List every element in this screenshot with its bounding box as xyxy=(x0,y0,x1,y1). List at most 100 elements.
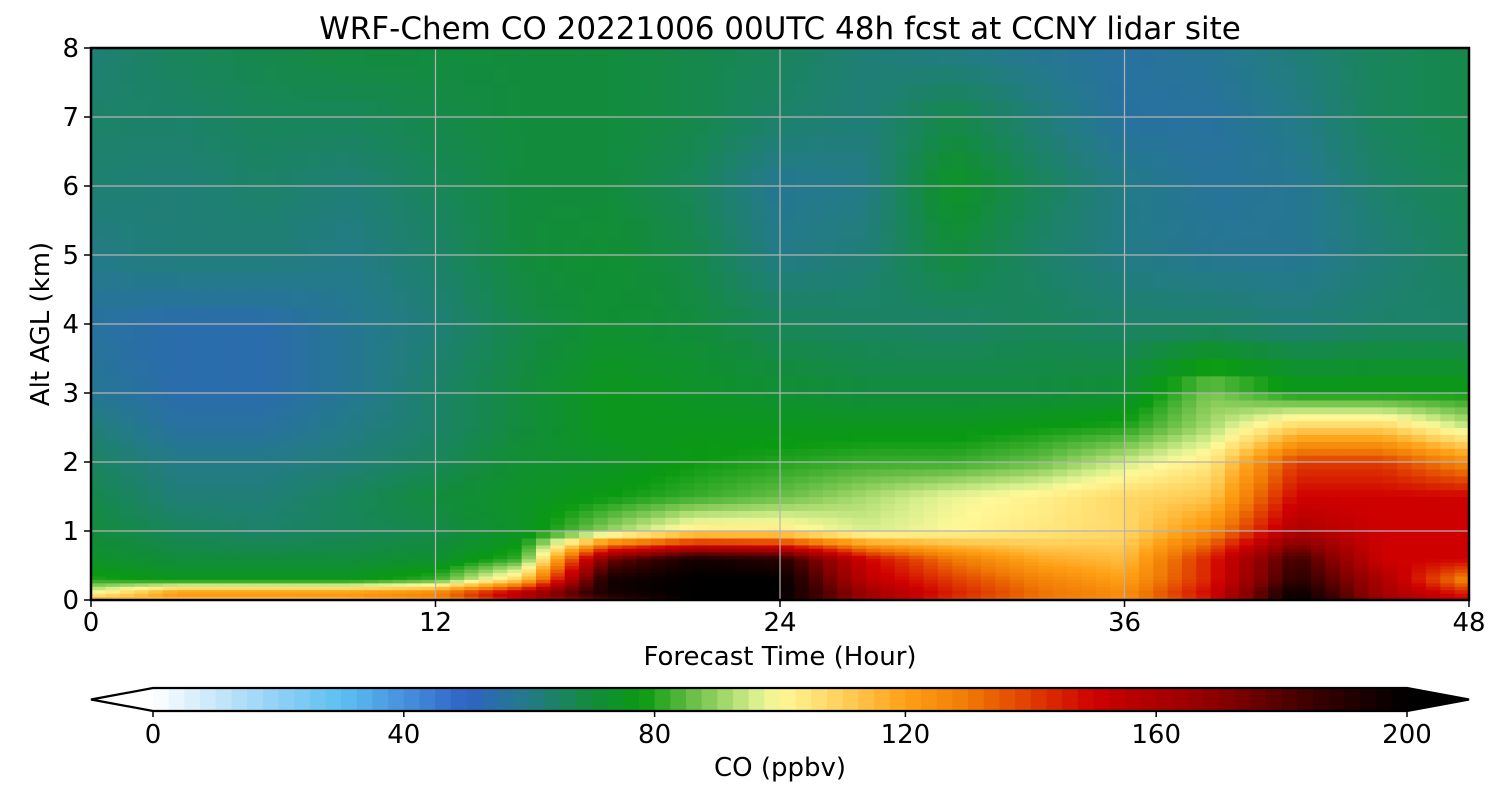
heatmap-cell xyxy=(1181,565,1197,570)
heatmap-cell xyxy=(622,531,638,539)
heatmap-cell xyxy=(421,596,437,601)
heatmap-cell xyxy=(1038,434,1054,442)
heatmap-cell xyxy=(1081,434,1097,442)
heatmap-cell xyxy=(335,468,350,477)
heatmap-cell xyxy=(1095,341,1111,360)
heatmap-cell xyxy=(349,475,365,484)
heatmap-cell xyxy=(808,375,824,394)
heatmap-cell xyxy=(363,151,379,170)
heatmap-cell xyxy=(1368,586,1384,591)
heatmap-cell xyxy=(794,186,810,204)
heatmap-cell xyxy=(277,448,293,456)
heatmap-cell xyxy=(751,586,767,591)
heatmap-cell xyxy=(1224,596,1240,601)
heatmap-cell xyxy=(449,537,465,546)
heatmap-cell xyxy=(1095,455,1111,463)
heatmap-cell xyxy=(952,272,968,291)
heatmap-cell xyxy=(507,510,523,518)
heatmap-cell xyxy=(564,375,580,394)
heatmap-cell xyxy=(105,503,121,511)
heatmap-cell xyxy=(1411,548,1427,553)
heatmap-cell xyxy=(823,517,839,525)
heatmap-cell xyxy=(722,289,738,308)
heatmap-cell xyxy=(894,496,910,504)
heatmap-cell xyxy=(1138,503,1154,511)
heatmap-cell xyxy=(335,255,350,273)
heatmap-cell xyxy=(1397,489,1413,498)
heatmap-cell xyxy=(550,544,566,549)
heatmap-cell xyxy=(1425,510,1441,518)
heatmap-cell xyxy=(1268,572,1283,577)
heatmap-cell xyxy=(636,420,652,429)
heatmap-cell xyxy=(1382,562,1398,567)
heatmap-cell xyxy=(119,562,135,567)
heatmap-cell xyxy=(521,531,537,539)
heatmap-cell xyxy=(837,358,853,377)
heatmap-cell xyxy=(91,358,106,377)
heatmap-cell xyxy=(593,537,609,546)
heatmap-cell xyxy=(191,575,207,580)
heatmap-cell xyxy=(937,510,953,518)
heatmap-cell xyxy=(851,289,867,308)
heatmap-cell xyxy=(306,593,322,598)
heatmap-cell xyxy=(263,186,279,204)
heatmap-cell xyxy=(1081,565,1097,570)
heatmap-cell xyxy=(277,510,293,518)
heatmap-cell xyxy=(392,475,408,484)
heatmap-cell xyxy=(421,255,437,273)
heatmap-cell xyxy=(1440,462,1456,470)
heatmap-cell xyxy=(866,237,882,256)
heatmap-cell xyxy=(148,427,164,435)
heatmap-cell xyxy=(335,186,350,204)
heatmap-cell xyxy=(1067,306,1083,325)
heatmap-cell xyxy=(148,341,164,360)
heatmap-cell xyxy=(1411,496,1427,504)
heatmap-cell xyxy=(1167,503,1183,511)
heatmap-cell xyxy=(1138,203,1154,222)
heatmap-cell xyxy=(1268,468,1283,477)
heatmap-cell xyxy=(320,575,336,580)
heatmap-cell xyxy=(1224,306,1240,325)
heatmap-cell xyxy=(392,489,408,498)
heatmap-cell xyxy=(866,575,882,580)
heatmap-cell xyxy=(148,551,164,556)
heatmap-cell xyxy=(923,558,939,563)
heatmap-cell xyxy=(880,289,896,308)
heatmap-cell xyxy=(751,555,767,560)
heatmap-cell xyxy=(894,537,910,546)
heatmap-cell xyxy=(134,555,150,560)
heatmap-cell xyxy=(1181,441,1197,449)
heatmap-cell xyxy=(607,475,623,484)
heatmap-cell xyxy=(1181,455,1197,463)
heatmap-cell xyxy=(1325,413,1341,422)
heatmap-cell xyxy=(780,306,795,325)
heatmap-cell xyxy=(1138,524,1154,532)
heatmap-cell xyxy=(1095,586,1111,591)
heatmap-cell xyxy=(205,413,221,422)
heatmap-cell xyxy=(148,272,164,291)
heatmap-cell xyxy=(220,510,236,518)
heatmap-cell xyxy=(1038,255,1054,273)
heatmap-cell xyxy=(105,524,121,532)
heatmap-cell xyxy=(665,565,681,570)
heatmap-cell xyxy=(306,572,322,577)
heatmap-cell xyxy=(134,579,150,584)
heatmap-cell xyxy=(191,489,207,498)
heatmap-cell xyxy=(349,420,365,429)
heatmap-cell xyxy=(392,203,408,222)
heatmap-cell xyxy=(1325,575,1341,580)
heatmap-cell xyxy=(1153,151,1169,170)
heatmap-cell xyxy=(1339,203,1355,222)
heatmap-cell xyxy=(119,358,135,377)
heatmap-cell xyxy=(765,272,781,291)
heatmap-cell xyxy=(851,306,867,325)
heatmap-cell xyxy=(837,586,853,591)
heatmap-cell xyxy=(866,420,882,429)
heatmap-cell xyxy=(1382,255,1398,273)
heatmap-cell xyxy=(622,399,638,408)
heatmap-cell xyxy=(622,468,638,477)
heatmap-cell xyxy=(263,455,279,463)
heatmap-cell xyxy=(91,579,106,584)
heatmap-cell xyxy=(492,510,508,518)
heatmap-cell xyxy=(1067,237,1083,256)
